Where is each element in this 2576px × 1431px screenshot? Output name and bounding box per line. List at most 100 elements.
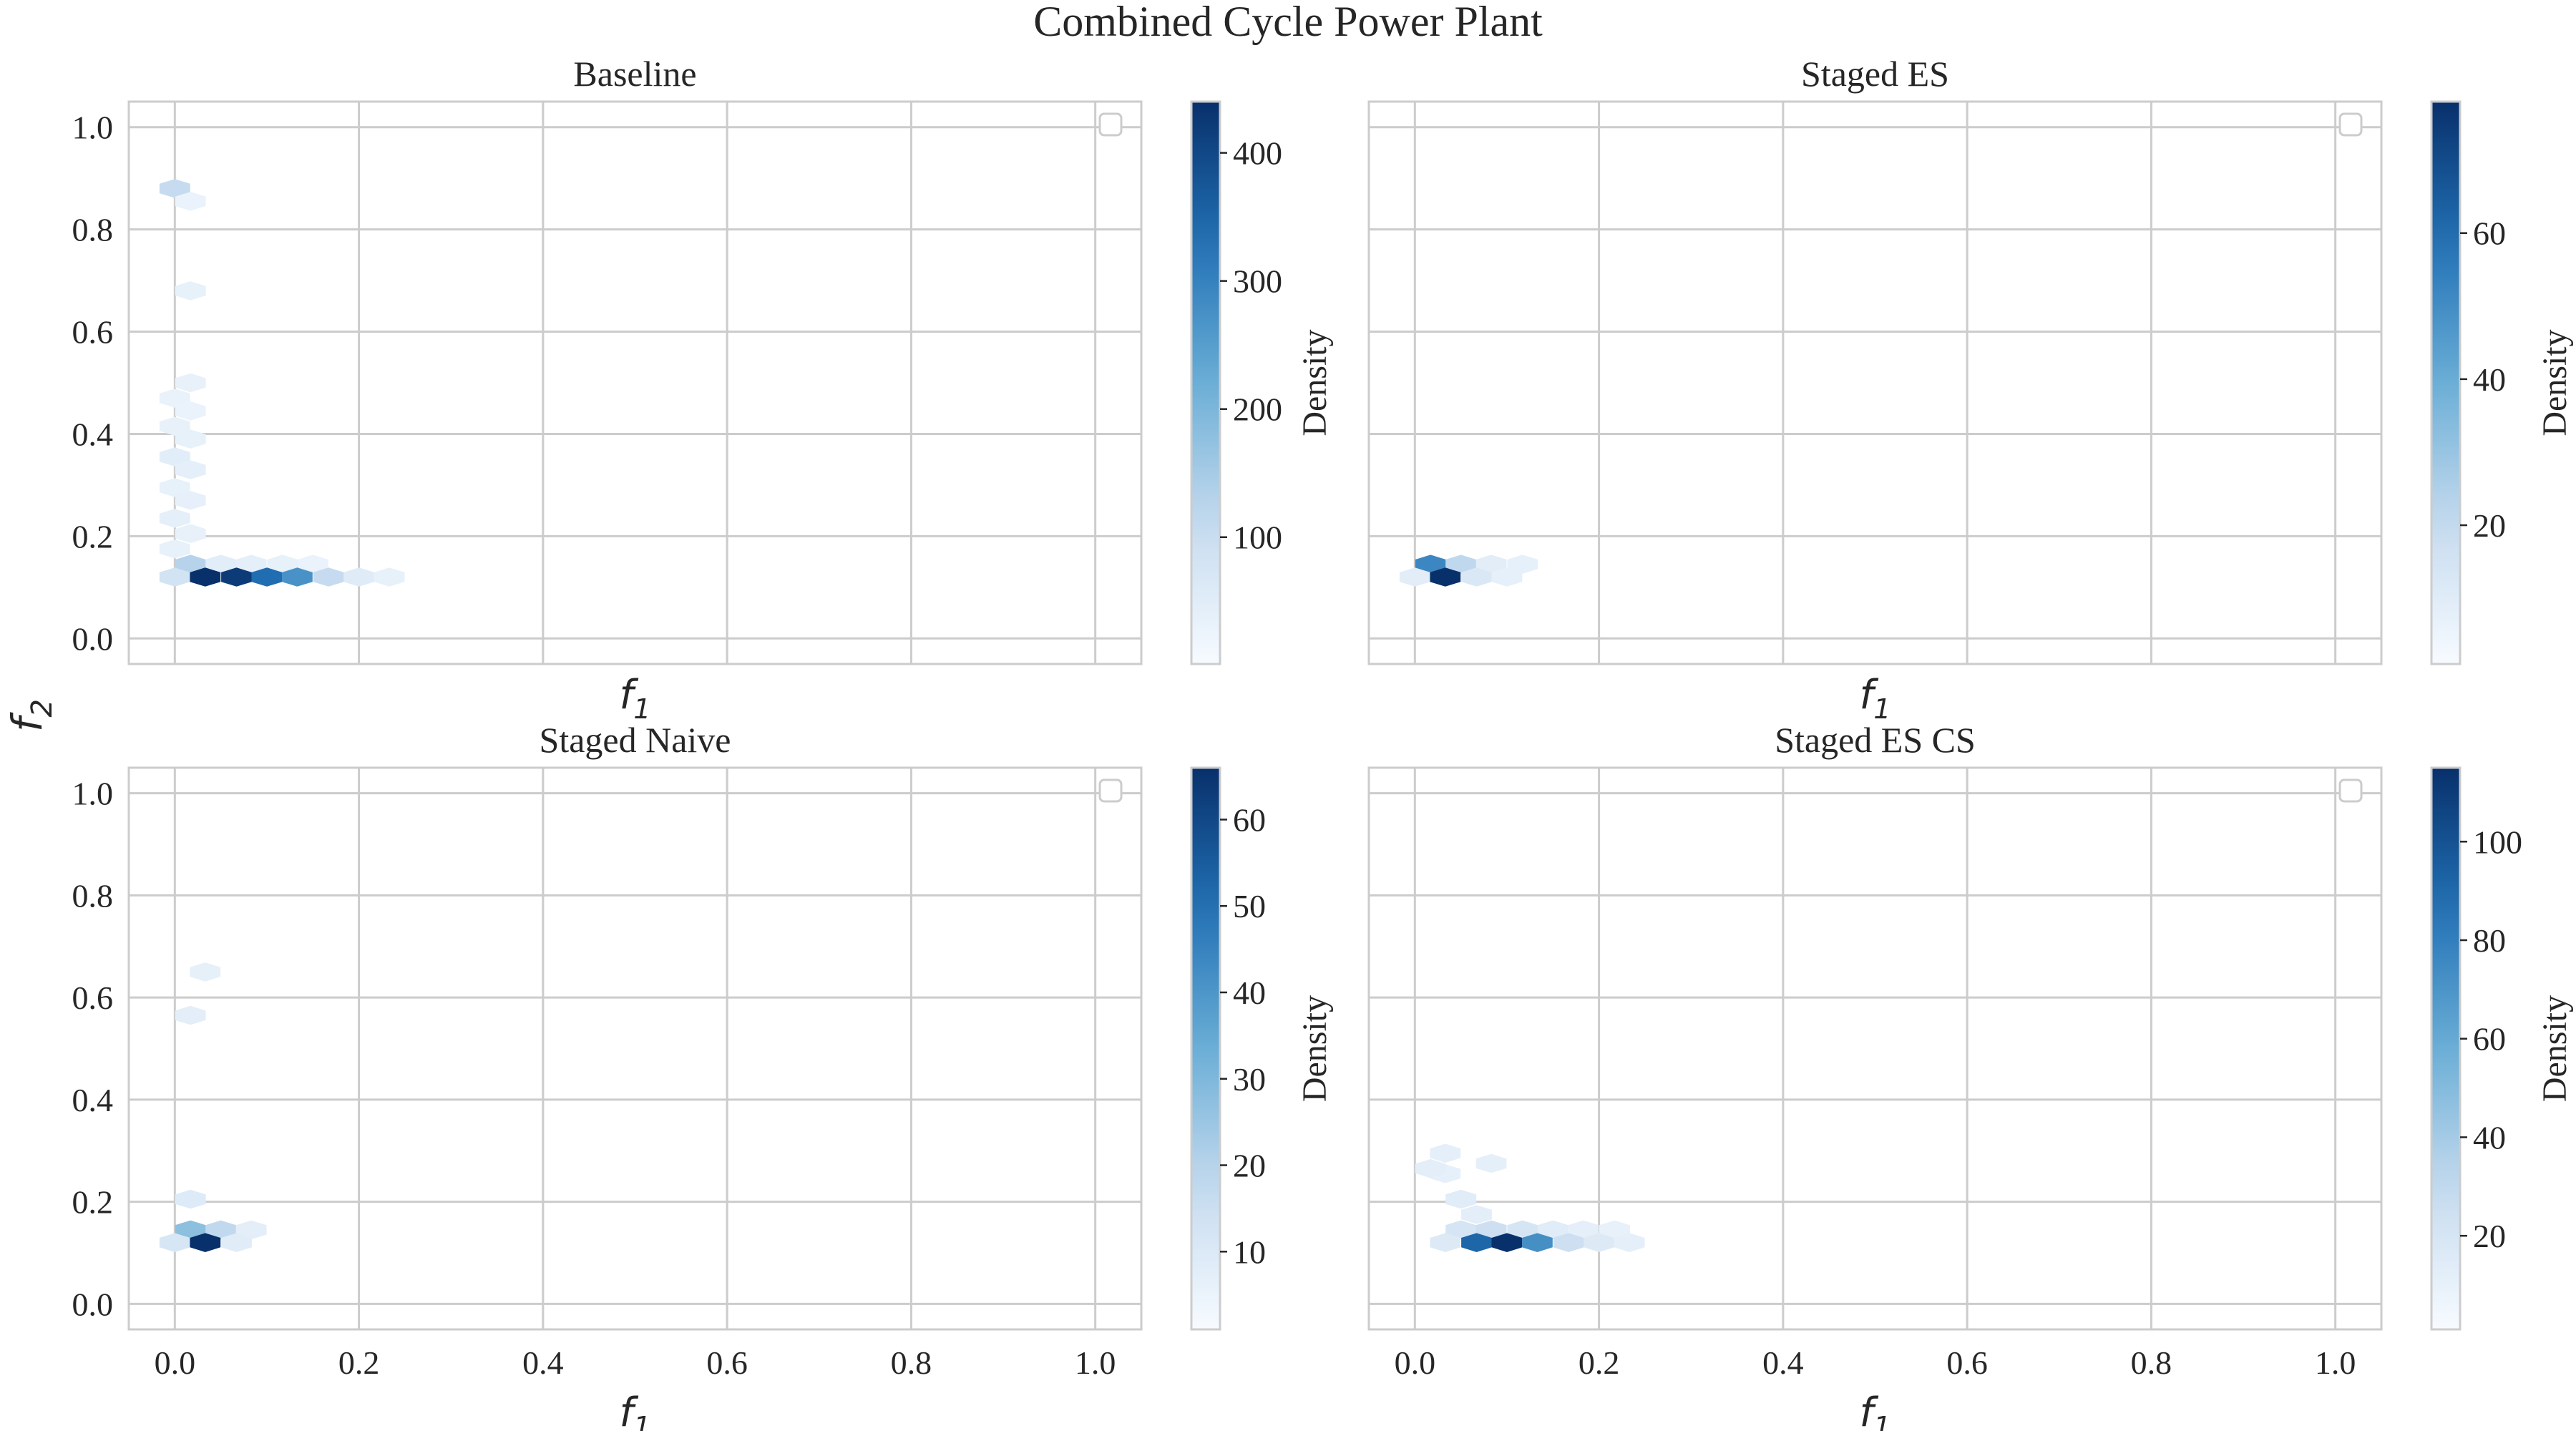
hexbin-cell [1475, 1220, 1507, 1240]
colorbar-tick-label: 60 [2473, 215, 2506, 252]
hexbin-cell [205, 1220, 237, 1240]
hexbin-cell [175, 1220, 206, 1240]
colorbar-tick-label: 20 [2473, 507, 2506, 544]
x-tick-label: 0.2 [1579, 1344, 1620, 1381]
colorbar: 10 20 30 40 50 60 Density [1190, 766, 1334, 1331]
x-tick-label: 0.6 [1946, 1344, 1988, 1381]
y-tick-label: 0.2 [72, 518, 114, 555]
colorbar-tick-label: 20 [2473, 1218, 2506, 1254]
x-tick-label: 0.0 [155, 1344, 196, 1381]
x-axis-label: f1 [1860, 1390, 1891, 1431]
x-axis-label: f1 [620, 1390, 651, 1431]
subplot-title: Staged Naive [540, 720, 731, 760]
legend-box [2338, 112, 2363, 137]
colorbar-label: Density [1296, 995, 1334, 1102]
y-tick-label: 0.0 [72, 620, 114, 657]
legend-box [1098, 778, 1123, 803]
colorbar-tick-label: 40 [1233, 975, 1266, 1011]
x-tick-label: 0.8 [891, 1344, 932, 1381]
hexbin-cell [1614, 1233, 1645, 1252]
hexbin-cell [1584, 1233, 1614, 1252]
colorbar: 100 200 300 400 Density [1190, 100, 1334, 665]
hexbin-cell [159, 1233, 190, 1252]
colorbar-tick-label: 60 [1233, 801, 1266, 838]
hexbin-cell [1553, 1233, 1584, 1252]
y-tick-label: 0.0 [72, 1286, 114, 1322]
hexbin-cell [190, 567, 221, 587]
hexbin-cell [175, 524, 206, 544]
hexbin-cell [159, 179, 190, 198]
axes-frame [127, 766, 1143, 1331]
gridlines [1369, 102, 2381, 664]
hexbin-cell [1599, 1220, 1630, 1240]
hexbin-cell [159, 567, 190, 587]
y-tick-label: 0.2 [72, 1184, 114, 1221]
colorbar-tick-label: 10 [1233, 1234, 1266, 1270]
hexbin-cell [251, 567, 283, 587]
subplot-title: Staged ES [1801, 54, 1949, 94]
colorbar-tick-label: 300 [1233, 263, 1282, 300]
legend-box [2338, 778, 2363, 803]
hexbin-cell [221, 567, 252, 587]
x-tick-label: 0.6 [706, 1344, 748, 1381]
x-axis-label: f1 [1860, 672, 1891, 725]
hexbin-cell [175, 1189, 206, 1209]
hexbin-cell [1399, 567, 1430, 587]
hexbin-cell [175, 1005, 206, 1025]
hexbin-cell [297, 555, 328, 574]
hexbin-cell [190, 1233, 221, 1252]
colorbar-gradient [1190, 100, 1221, 665]
hexbin-cell [1491, 567, 1523, 587]
hexbin-cell [1430, 567, 1461, 587]
hexbin-cell [159, 389, 190, 408]
colorbar-gradient [1190, 766, 1221, 1331]
hexbin-cell [1430, 1143, 1461, 1163]
hexbin-cell [175, 555, 206, 574]
x-tick-label: 0.0 [1395, 1344, 1436, 1381]
shared-y-axis-label: f2 [3, 699, 59, 732]
hexbin-cell [205, 555, 237, 574]
y-tick-label: 1.0 [72, 109, 114, 146]
hexbin-cell [1415, 1158, 1446, 1178]
hexbin-cell [235, 555, 267, 574]
hexbin-cell [1461, 567, 1492, 587]
x-tick-label: 1.0 [1075, 1344, 1116, 1381]
figure-title: Combined Cycle Power Plant [1033, 0, 1543, 45]
hexbin-cell [175, 460, 206, 479]
hexbin-cell [221, 1233, 252, 1252]
colorbar: 20 40 60 Density [2430, 100, 2574, 665]
y-tick-label: 1.0 [72, 776, 114, 812]
subplot-title: Staged ES CS [1775, 720, 1976, 760]
legend-box [1098, 112, 1123, 137]
x-tick-label: 0.2 [338, 1344, 380, 1381]
subplot-3: Staged Naive 0.0 0.2 0.4 0.6 0.8 1.0 0.0 0.2 0.4 0… [72, 720, 1335, 1431]
hexbin-cell [1568, 1220, 1599, 1240]
x-tick-label: 1.0 [2315, 1344, 2356, 1381]
hexbin-cell [175, 401, 206, 421]
hexbin-cell [1491, 1233, 1523, 1252]
x-tick-label: 0.4 [522, 1344, 564, 1381]
hexbin-cell [235, 1220, 267, 1240]
gridlines [129, 768, 1141, 1329]
subplot-4: Staged ES CS 0.0 0.2 0.4 0.6 0.8 1.0 f1 20 40 60 80… [1367, 720, 2574, 1431]
x-tick-label: 0.8 [2131, 1344, 2172, 1381]
hexbin-cell [159, 539, 190, 559]
hexbin-cell [282, 567, 313, 587]
y-tick-label: 0.4 [72, 416, 114, 452]
colorbar-tick-label: 100 [1233, 519, 1282, 556]
colorbar-tick-label: 100 [2473, 824, 2522, 860]
hexbin-cell [175, 491, 206, 510]
gridlines [1369, 768, 2381, 1329]
hexbin-cell [190, 962, 221, 982]
hexbin-cell [1522, 1233, 1553, 1252]
axes-frame [1367, 100, 2383, 665]
hexbin-cell [1507, 1220, 1538, 1240]
colorbar-tick-label: 30 [1233, 1061, 1266, 1098]
hexbin-cell [1445, 555, 1477, 574]
y-tick-label: 0.8 [72, 212, 114, 248]
hexbin-cell [159, 447, 190, 467]
y-tick-label: 0.4 [72, 1082, 114, 1118]
colorbar-gradient [2430, 100, 2462, 665]
hexbin-cell [1461, 1205, 1492, 1224]
hexbin-cell [267, 555, 298, 574]
